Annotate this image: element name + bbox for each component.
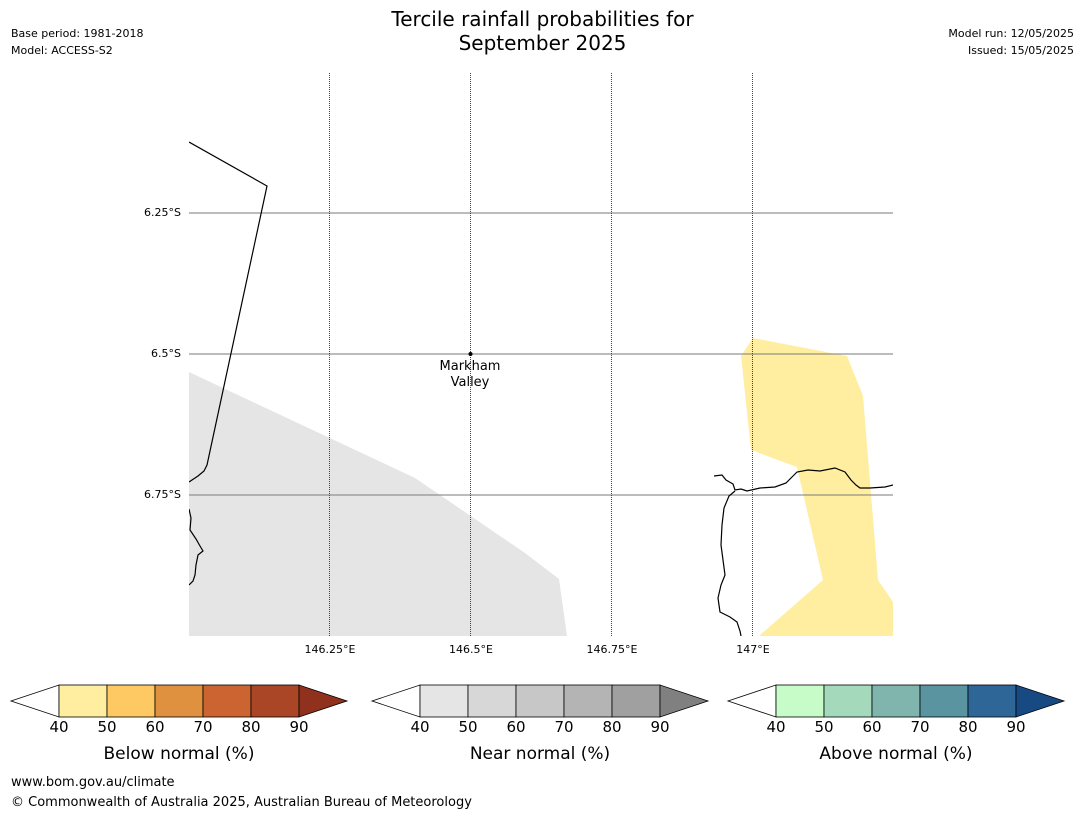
lon-label-146-75: 146.75°E bbox=[586, 643, 638, 656]
place-marker bbox=[468, 352, 473, 356]
colorbar-near-segment bbox=[467, 684, 517, 718]
lon-label-147: 147°E bbox=[736, 643, 770, 656]
model-label: Model: ACCESS-S2 bbox=[11, 44, 113, 57]
border-line bbox=[189, 141, 268, 483]
colorbar-above-tick-label: 60 bbox=[862, 718, 882, 736]
colorbar-above-segment bbox=[823, 684, 873, 718]
colorbar-near-tick-label: 60 bbox=[506, 718, 526, 736]
base-period-label: Base period: 1981-2018 bbox=[11, 27, 144, 40]
colorbar-below-tick-label: 90 bbox=[289, 718, 309, 736]
colorbar-near-tick-label: 40 bbox=[410, 718, 430, 736]
colorbar-above-tick-label: 90 bbox=[1006, 718, 1026, 736]
below-normal-region bbox=[741, 338, 893, 636]
colorbar-below-tick-label: 50 bbox=[97, 718, 117, 736]
colorbar-near-tick-label: 50 bbox=[458, 718, 478, 736]
colorbar-near-segment bbox=[611, 684, 661, 718]
colorbar-below-lower-extension bbox=[9, 684, 60, 718]
map-title-line2: September 2025 bbox=[458, 31, 627, 55]
colorbar-near-tick-label: 90 bbox=[650, 718, 670, 736]
colorbar-near-upper-extension bbox=[659, 684, 710, 718]
place-label-line2: Valley bbox=[450, 375, 490, 390]
colorbar-near-lower-extension bbox=[370, 684, 421, 718]
place-label: Markham Valley bbox=[420, 359, 520, 391]
map-title-line1: Tercile rainfall probabilities for bbox=[391, 7, 694, 31]
colorbar-below-segment bbox=[58, 684, 108, 718]
near-normal-region bbox=[189, 372, 567, 636]
colorbar-above-tick-label: 40 bbox=[766, 718, 786, 736]
lat-label-6-25: 6.25°S bbox=[144, 206, 181, 219]
colorbar-below-tick-label: 40 bbox=[49, 718, 69, 736]
map-canvas bbox=[189, 73, 893, 636]
model-run-label: Model run: 12/05/2025 bbox=[948, 27, 1074, 40]
colorbar-near-segment bbox=[515, 684, 565, 718]
colorbar-near-segment bbox=[419, 684, 469, 718]
colorbar-near-tick-label: 80 bbox=[602, 718, 622, 736]
lon-label-146-25: 146.25°E bbox=[304, 643, 356, 656]
place-label-line1: Markham bbox=[439, 359, 501, 374]
colorbar-near-title: Near normal (%) bbox=[469, 744, 611, 764]
colorbar-above-tick-label: 80 bbox=[958, 718, 978, 736]
colorbar-below-segment bbox=[250, 684, 300, 718]
colorbar-above-segment bbox=[775, 684, 825, 718]
coastline-west bbox=[189, 508, 204, 586]
coastline-east bbox=[713, 467, 893, 492]
colorbar-near-segment bbox=[563, 684, 613, 718]
colorbar-above-segment bbox=[967, 684, 1017, 718]
colorbar-near-tick-label: 70 bbox=[554, 718, 574, 736]
issued-label: Issued: 15/05/2025 bbox=[967, 44, 1074, 57]
colorbar-above-upper-extension bbox=[1015, 684, 1066, 718]
colorbar-below-segment bbox=[106, 684, 156, 718]
map-plot-area bbox=[189, 73, 893, 636]
colorbar-below-segment bbox=[154, 684, 204, 718]
footer-copyright: © Commonwealth of Australia 2025, Austra… bbox=[11, 795, 472, 810]
footer-url: www.bom.gov.au/climate bbox=[11, 775, 175, 790]
map-title: Tercile rainfall probabilities for Septe… bbox=[0, 7, 1085, 55]
colorbar-below-tick-label: 60 bbox=[145, 718, 165, 736]
colorbar-above-segment bbox=[871, 684, 921, 718]
lat-label-6-5: 6.5°S bbox=[151, 347, 181, 360]
colorbar-below-upper-extension bbox=[298, 684, 349, 718]
lat-label-6-75: 6.75°S bbox=[144, 488, 181, 501]
colorbar-below-tick-label: 80 bbox=[241, 718, 261, 736]
coastline-east-inlet bbox=[717, 490, 742, 636]
colorbar-below-segment bbox=[202, 684, 252, 718]
colorbar-below-title: Below normal (%) bbox=[103, 744, 255, 764]
colorbar-above-segment bbox=[919, 684, 969, 718]
colorbar-above-tick-label: 70 bbox=[910, 718, 930, 736]
colorbar-below-tick-label: 70 bbox=[193, 718, 213, 736]
colorbar-above-tick-label: 50 bbox=[814, 718, 834, 736]
lon-label-146-5: 146.5°E bbox=[449, 643, 493, 656]
colorbar-above-title: Above normal (%) bbox=[819, 744, 973, 764]
colorbar-above-lower-extension bbox=[726, 684, 777, 718]
